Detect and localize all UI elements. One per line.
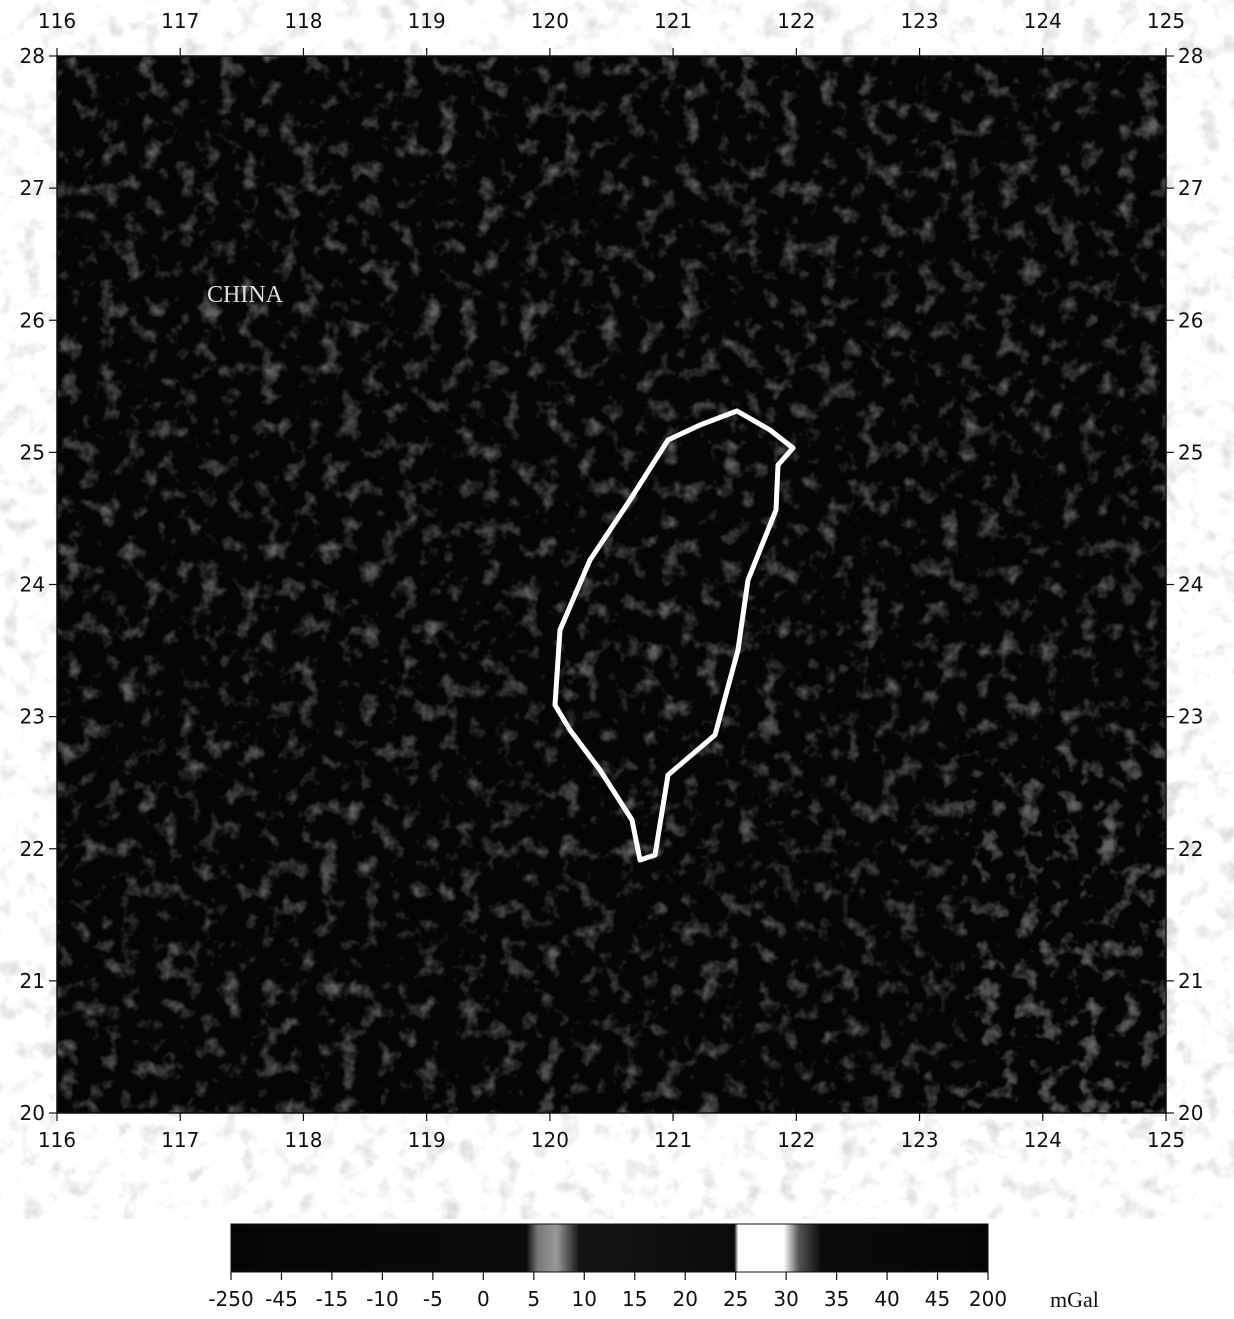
colorbar: [231, 1224, 988, 1272]
lon-tick-label: 117: [161, 9, 199, 33]
lat-tick-label: 27: [1178, 176, 1203, 200]
lat-tick-label: 22: [20, 837, 45, 861]
lon-tick-label: 121: [654, 9, 692, 33]
lon-tick-label: 123: [900, 1128, 938, 1152]
colorbar-tick-label: 15: [622, 1287, 647, 1311]
lat-tick-label: 23: [1178, 705, 1203, 729]
lon-tick-label: 120: [531, 9, 569, 33]
lon-tick-label: 122: [777, 9, 815, 33]
lat-tick-label: 27: [20, 176, 45, 200]
lon-tick-label: 121: [654, 1128, 692, 1152]
colorbar-tick-label: 25: [723, 1287, 748, 1311]
lat-tick-label: 23: [20, 705, 45, 729]
lat-tick-label: 24: [20, 573, 45, 597]
lon-tick-label: 117: [161, 1128, 199, 1152]
colorbar-tick-label: 0: [477, 1287, 490, 1311]
lat-tick-label: 28: [20, 44, 45, 68]
lon-tick-label: 118: [284, 9, 322, 33]
lat-tick-label: 26: [1178, 308, 1203, 332]
colorbar-tick-label: 5: [527, 1287, 540, 1311]
lon-tick-label: 124: [1024, 9, 1062, 33]
colorbar-tick-label: 35: [824, 1287, 849, 1311]
colorbar-tick-label: 10: [572, 1287, 597, 1311]
lat-tick-label: 25: [1178, 440, 1203, 464]
lon-tick-label: 116: [38, 1128, 76, 1152]
lon-tick-label: 123: [900, 9, 938, 33]
colorbar-unit: mGal: [1050, 1287, 1099, 1312]
lon-tick-label: 116: [38, 9, 76, 33]
colorbar-tick-label: 200: [969, 1287, 1007, 1311]
map-figure: CHINA mGal 116 116 117 117 118 118 119 119 120 12…: [0, 0, 1234, 1319]
lat-tick-label: 28: [1178, 44, 1203, 68]
lon-tick-label: 119: [408, 9, 446, 33]
lat-tick-label: 22: [1178, 837, 1203, 861]
lat-tick-label: 26: [20, 308, 45, 332]
colorbar-tick-label: -5: [423, 1287, 443, 1311]
colorbar-tick-label: -15: [316, 1287, 349, 1311]
colorbar-tick-label: 30: [773, 1287, 798, 1311]
lat-tick-label: 25: [20, 440, 45, 464]
lat-tick-label: 24: [1178, 573, 1203, 597]
lon-tick-label: 125: [1147, 9, 1185, 33]
lat-tick-label: 20: [20, 1101, 45, 1125]
lon-tick-label: 118: [284, 1128, 322, 1152]
colorbar-tick-label: -10: [366, 1287, 399, 1311]
lon-tick-label: 120: [531, 1128, 569, 1152]
lat-tick-label: 21: [1178, 969, 1203, 993]
colorbar-tick-label: 40: [874, 1287, 899, 1311]
lat-tick-label: 21: [20, 969, 45, 993]
colorbar-tick-label: 20: [672, 1287, 697, 1311]
lon-tick-label: 125: [1147, 1128, 1185, 1152]
country-label: CHINA: [207, 282, 284, 308]
lon-tick-label: 124: [1024, 1128, 1062, 1152]
lat-tick-label: 20: [1178, 1101, 1203, 1125]
lon-tick-label: 122: [777, 1128, 815, 1152]
colorbar-tick-label: 45: [925, 1287, 950, 1311]
colorbar-tick-label: -45: [265, 1287, 298, 1311]
lon-tick-label: 119: [408, 1128, 446, 1152]
colorbar-tick-label: -250: [208, 1287, 253, 1311]
